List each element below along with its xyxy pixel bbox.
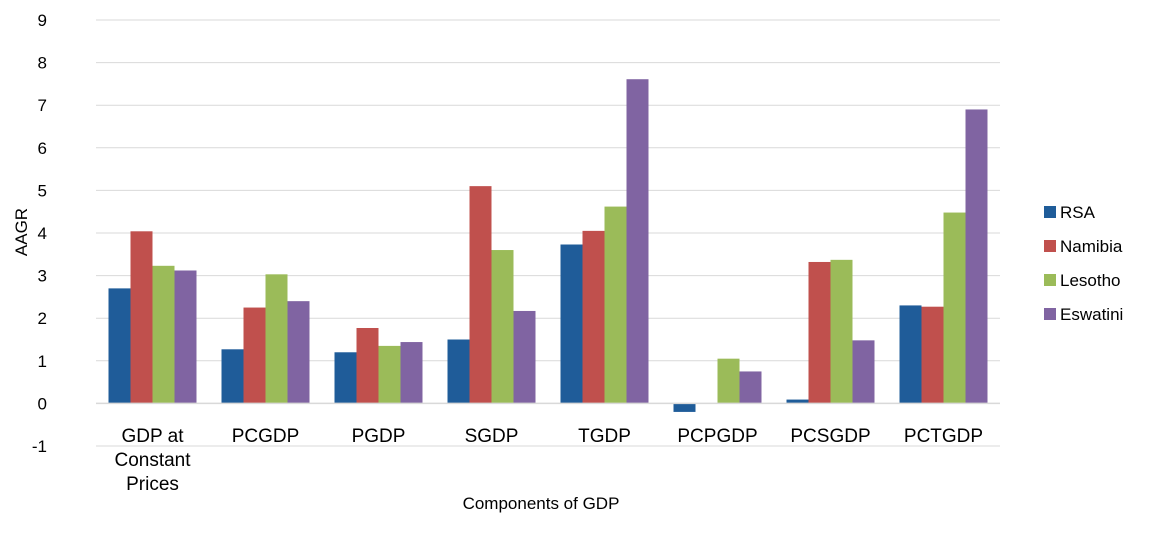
x-tick-label: GDP at Constant Prices	[114, 426, 191, 495]
x-tick-label: PCTGDP	[904, 426, 983, 447]
y-tick-label: 1	[38, 352, 47, 371]
bar-namibia-4	[582, 230, 605, 404]
bar-rsa-7	[899, 305, 922, 404]
y-axis-title: AAGR	[12, 208, 31, 256]
bar-rsa-6	[786, 399, 809, 404]
x-tick-label: TGDP	[578, 426, 631, 447]
bar-lesotho-6	[830, 259, 853, 404]
y-tick-label: 7	[38, 96, 47, 115]
bar-rsa-4	[560, 244, 583, 404]
bar-eswatini-4	[626, 79, 649, 404]
bar-namibia-0	[130, 231, 153, 404]
legend-label-eswatini: Eswatini	[1060, 305, 1123, 324]
bar-eswatini-0	[174, 270, 197, 404]
bar-eswatini-1	[287, 301, 310, 404]
bar-lesotho-7	[943, 212, 966, 404]
bar-lesotho-3	[491, 250, 514, 404]
bar-lesotho-5	[717, 358, 740, 404]
bar-namibia-7	[921, 306, 944, 404]
bar-rsa-1	[221, 349, 244, 404]
bars	[108, 79, 988, 412]
bar-rsa-3	[447, 339, 470, 404]
x-tick-label: PCSGDP	[790, 426, 870, 447]
x-tick-label: PCGDP	[232, 426, 300, 447]
bar-rsa-0	[108, 288, 131, 404]
bar-lesotho-2	[378, 345, 401, 404]
y-tick-label: 0	[38, 394, 47, 413]
bar-namibia-1	[243, 307, 266, 404]
bar-rsa-5	[673, 403, 696, 412]
bar-namibia-2	[356, 327, 379, 404]
y-tick-label: 6	[38, 139, 47, 158]
legend-swatch-eswatini	[1044, 308, 1056, 320]
bar-namibia-6	[808, 261, 831, 404]
legend-swatch-lesotho	[1044, 274, 1056, 286]
y-tick-label: -1	[32, 437, 47, 456]
y-tick-label: 5	[38, 181, 47, 200]
y-tick-label: 8	[38, 54, 47, 73]
x-tick-labels: GDP at Constant Prices PCGDP PGDP SGDP TGDP PCP…	[114, 426, 983, 495]
bar-eswatini-2	[400, 342, 423, 404]
bar-rsa-2	[334, 352, 357, 404]
y-tick-label: 3	[38, 267, 47, 286]
bar-eswatini-7	[965, 109, 988, 404]
y-tick-labels: -1 0 1 2 3 4 5 6 7 8 9	[32, 11, 47, 456]
legend-label-lesotho: Lesotho	[1060, 271, 1121, 290]
y-tick-label: 4	[38, 224, 47, 243]
y-tick-label: 9	[38, 11, 47, 30]
bar-eswatini-5	[739, 371, 762, 404]
x-tick-label: SGDP	[465, 426, 519, 447]
bar-eswatini-3	[513, 310, 536, 404]
bar-namibia-3	[469, 186, 492, 404]
legend: RSA Namibia Lesotho Eswatini	[1044, 203, 1123, 324]
x-tick-label: PCPGDP	[677, 426, 757, 447]
legend-label-namibia: Namibia	[1060, 237, 1123, 256]
legend-swatch-namibia	[1044, 240, 1056, 252]
y-tick-label: 2	[38, 309, 47, 328]
bar-eswatini-6	[852, 340, 875, 404]
x-axis-title: Components of GDP	[463, 494, 620, 513]
bar-lesotho-0	[152, 265, 175, 404]
legend-swatch-rsa	[1044, 206, 1056, 218]
bar-lesotho-1	[265, 274, 288, 404]
bar-lesotho-4	[604, 206, 627, 404]
x-tick-label: PGDP	[352, 426, 406, 447]
legend-label-rsa: RSA	[1060, 203, 1096, 222]
